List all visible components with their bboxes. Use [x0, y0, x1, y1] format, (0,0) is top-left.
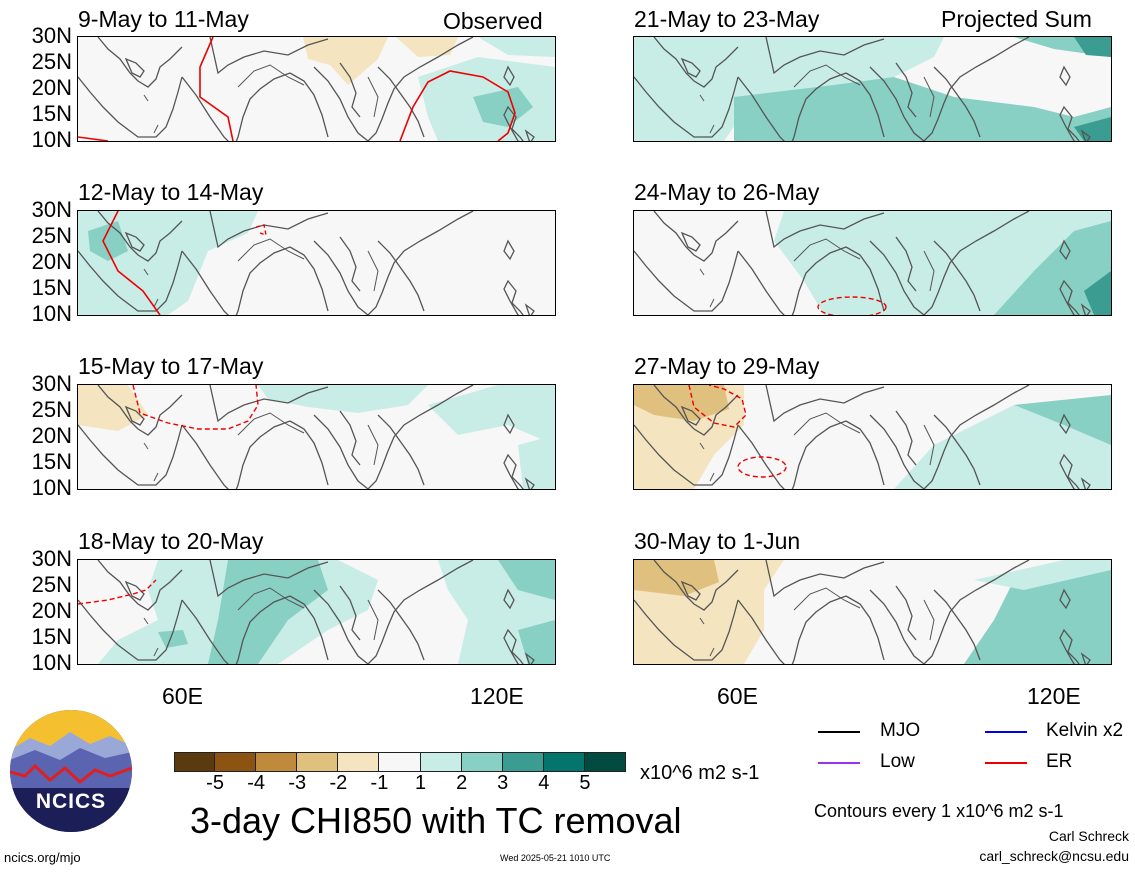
map-plot: [633, 210, 1112, 316]
lat-label: 20N: [31, 598, 72, 623]
colorbar-swatch: [420, 753, 462, 771]
map-plot: [77, 384, 556, 490]
lat-axis: 30N 25N 20N 15N 10N: [28, 548, 72, 674]
colorbar: [174, 752, 626, 772]
colorbar-label: -2: [329, 772, 348, 794]
lat-label: 15N: [31, 101, 72, 126]
lat-label: 10N: [31, 475, 72, 500]
map-plot: [633, 384, 1112, 490]
lat-label: 20N: [31, 75, 72, 100]
lat-label: 10N: [31, 301, 72, 326]
colorbar-units: x10^6 m2 s-1: [640, 762, 760, 784]
map-plot: [77, 559, 556, 665]
colorbar-label: -5: [206, 772, 224, 794]
contour-note: Contours every 1 x10^6 m2 s-1: [814, 801, 1064, 821]
map-plot: [633, 36, 1112, 142]
panel-title: 9-May to 11-May: [78, 6, 249, 32]
map-plot: [77, 210, 556, 316]
colorbar-swatch: [543, 753, 585, 771]
legend-label-mjo: MJO: [880, 720, 921, 741]
lat-label: 15N: [31, 449, 72, 474]
panel-tag-observed: Observed: [443, 8, 543, 34]
panel-title: 27-May to 29-May: [634, 353, 820, 379]
colorbar-swatch: [461, 753, 503, 771]
colorbar-swatch: [174, 753, 216, 771]
legend-line-kelvin: [985, 731, 1027, 733]
timestamp: Wed 2025-05-21 1010 UTC: [500, 853, 611, 863]
legend-label-kelvin: Kelvin x2: [1046, 720, 1124, 741]
lat-label: 20N: [31, 249, 72, 274]
colorbar-label: 5: [579, 772, 591, 794]
lat-label: 15N: [31, 624, 72, 649]
panel-title: 12-May to 14-May: [78, 179, 264, 205]
lon-label: 60E: [162, 683, 203, 709]
panel-title: 15-May to 17-May: [78, 353, 264, 379]
panel-title: 21-May to 23-May: [634, 6, 820, 32]
map-plot: [77, 36, 556, 142]
chi850-field: [634, 37, 1111, 141]
lat-label: 30N: [31, 197, 72, 222]
colorbar-label: -1: [370, 772, 389, 794]
colorbar-label: 2: [456, 772, 468, 794]
chi850-field: [634, 560, 1111, 664]
colorbar-label: -3: [288, 772, 307, 794]
chi850-field: [78, 37, 555, 141]
map-plot: [633, 559, 1112, 665]
legend-line-mjo: [818, 731, 860, 733]
legend-line-er: [985, 762, 1027, 764]
colorbar-swatch: [297, 753, 339, 771]
lat-label: 10N: [31, 127, 72, 152]
chi850-field: [78, 560, 555, 664]
chi850-field: [78, 385, 555, 489]
colorbar-swatch: [256, 753, 298, 771]
panel-title: 30-May to 1-Jun: [634, 528, 801, 554]
lat-label: 30N: [31, 23, 72, 48]
site-link[interactable]: ncics.org/mjo: [4, 850, 81, 865]
colorbar-swatch: [584, 753, 626, 771]
colorbar-swatch: [338, 753, 380, 771]
lat-label: 30N: [31, 371, 72, 396]
lat-label: 30N: [31, 546, 72, 571]
colorbar-label: 3: [497, 772, 509, 794]
email-link[interactable]: carl_schreck@ncsu.edu: [979, 848, 1129, 864]
lon-label: 120E: [1027, 683, 1081, 709]
lon-label: 120E: [470, 683, 524, 709]
lon-label: 60E: [717, 683, 758, 709]
legend-line-low: [818, 762, 860, 764]
colorbar-label: -4: [247, 772, 266, 794]
colorbar-swatch: [502, 753, 544, 771]
chi850-field: [634, 211, 1111, 315]
lat-axis: 30N 25N 20N 15N 10N: [28, 25, 72, 151]
main-title: 3-day CHI850 with TC removal: [190, 800, 682, 841]
logo-text: NCICS: [35, 790, 107, 813]
lat-label: 25N: [31, 223, 72, 248]
colorbar-swatch: [379, 753, 421, 771]
lat-label: 15N: [31, 275, 72, 300]
colorbar-label: 1: [414, 772, 427, 794]
lat-label: 25N: [31, 397, 72, 422]
lat-label: 25N: [31, 572, 72, 597]
legend-label-er: ER: [1046, 751, 1073, 772]
lat-label: 25N: [31, 49, 72, 74]
colorbar-labels: -5 -4 -3 -2 -1 1 2 3 4 5: [174, 770, 626, 794]
chi850-field: [78, 211, 535, 315]
logo-mountains-icon: [10, 710, 132, 832]
lat-axis: 30N 25N 20N 15N 10N: [28, 373, 72, 499]
author: Carl Schreck: [1048, 828, 1129, 844]
legend-label-low: Low: [880, 751, 915, 772]
lat-label: 10N: [31, 650, 72, 675]
ncics-logo: NCICS: [10, 710, 132, 832]
colorbar-swatch: [215, 753, 257, 771]
lat-axis: 30N 25N 20N 15N 10N: [28, 199, 72, 325]
panel-title: 18-May to 20-May: [78, 528, 264, 554]
chi850-field: [634, 385, 1111, 489]
panel-tag-projected: Projected Sum: [941, 6, 1092, 32]
lat-label: 20N: [31, 423, 72, 448]
colorbar-label: 4: [538, 772, 550, 794]
panel-title: 24-May to 26-May: [634, 179, 820, 205]
